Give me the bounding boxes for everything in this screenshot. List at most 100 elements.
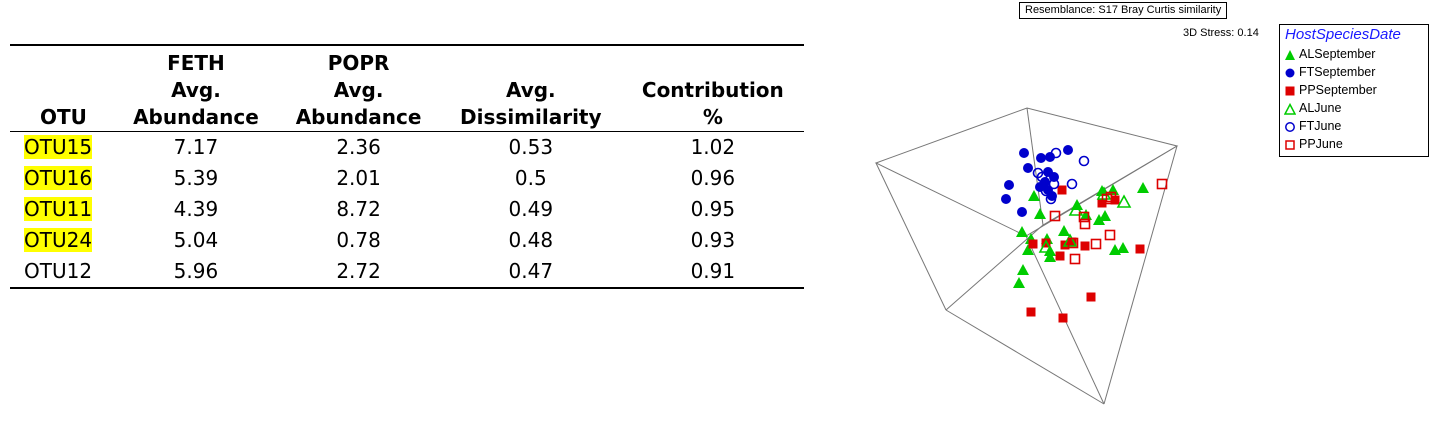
point-ftjune (1032, 167, 1044, 179)
feth-cell: 5.39 (173, 166, 219, 190)
point-alseptember (1137, 182, 1149, 193)
popr-cell: 8.72 (336, 197, 381, 221)
filled-square-icon (1285, 86, 1295, 96)
box-edge (875, 162, 947, 311)
point-alseptember (1028, 190, 1040, 201)
legend: HostSpeciesDate ALSeptember FTSeptember … (1279, 24, 1429, 157)
header-dissimilarity: Avg. Dissimilarity (439, 45, 622, 132)
point-alseptember (1099, 210, 1111, 221)
point-alseptember (1117, 242, 1129, 253)
point-ftseptember (1019, 148, 1029, 158)
point-ftjune (1078, 155, 1090, 167)
point-ppjune (1069, 253, 1081, 265)
point-ppjune (1156, 178, 1168, 190)
popr-cell: 2.36 (336, 135, 381, 159)
otu-label: OTU11 (24, 197, 93, 221)
point-ppjune (1067, 237, 1079, 249)
point-ppseptember (1080, 241, 1090, 251)
contribution-cell: 1.02 (690, 135, 736, 159)
open-triangle-icon (1283, 102, 1297, 115)
box-edge (1042, 145, 1178, 226)
otu-label: OTU24 (24, 228, 93, 252)
filled-triangle-icon (1285, 49, 1295, 60)
filled-circle-icon (1285, 68, 1295, 78)
point-ppseptember (1041, 238, 1051, 248)
otu-cell: OTU15 (10, 132, 115, 164)
popr-cell: 0.78 (336, 228, 381, 252)
point-ppjune (1049, 210, 1061, 222)
point-ftseptember (1017, 207, 1027, 217)
point-ftjune (1040, 185, 1052, 197)
point-ppjune (1079, 218, 1091, 230)
feth-cell: 4.39 (173, 197, 219, 221)
resemblance-label: Resemblance: S17 Bray Curtis similarity (1019, 2, 1228, 19)
point-ftseptember (1063, 145, 1073, 155)
point-alseptember (1093, 214, 1105, 225)
point-ftseptember (1023, 163, 1033, 173)
legend-item-ppjune: PPJune (1284, 135, 1343, 153)
dissimilarity-cell: 0.53 (508, 135, 554, 159)
point-ftseptember (1045, 152, 1055, 162)
point-ftjune (1066, 178, 1078, 190)
dissimilarity-cell: 0.5 (514, 166, 547, 190)
table-header-row: OTU FETH Avg. Abundance POPR Avg. Abunda… (10, 45, 804, 132)
point-ppseptember (1028, 239, 1038, 249)
point-ftjune (1048, 178, 1060, 190)
legend-item-aljune: ALJune (1283, 99, 1341, 117)
point-alseptember (1044, 251, 1056, 262)
point-alseptember (1013, 277, 1025, 288)
legend-item-alseptember: ALSeptember (1284, 45, 1375, 63)
point-ppseptember (1057, 185, 1067, 195)
table-row: OTU24 5.04 0.78 0.48 0.93 (10, 225, 804, 256)
otu-cell: OTU16 (10, 163, 115, 194)
point-aljune (1038, 239, 1054, 253)
feth-cell: 5.96 (173, 259, 219, 283)
open-square-icon (1285, 139, 1295, 150)
legend-item-ppseptember: PPSeptember (1284, 81, 1377, 99)
point-ftseptember (1040, 177, 1050, 187)
point-ppseptember (1058, 313, 1068, 323)
header-popr: POPR Avg. Abundance (277, 45, 440, 132)
otu-label: OTU16 (24, 166, 93, 190)
point-ftjune (1050, 147, 1062, 159)
plot-markers (1001, 145, 1168, 323)
point-ppjune (1078, 211, 1090, 223)
point-ppseptember (1055, 251, 1065, 261)
point-aljune (1068, 202, 1084, 216)
mds-3d-plot (874, 107, 1179, 405)
point-alseptember (1058, 225, 1070, 236)
header-feth: FETH Avg. Abundance (114, 45, 278, 132)
point-alseptember (1034, 208, 1046, 219)
point-alseptember (1044, 245, 1056, 256)
stress-label: 3D Stress: 0.14 (1183, 27, 1259, 39)
table-row: OTU16 5.39 2.01 0.5 0.96 (10, 163, 804, 194)
point-ftseptember (1001, 194, 1011, 204)
dissimilarity-cell: 0.47 (508, 259, 554, 283)
header-contribution: Contribution % (621, 45, 804, 132)
point-ppseptember (1067, 237, 1077, 247)
box-edge (1026, 107, 1044, 226)
legend-item-ftseptember: FTSeptember (1284, 63, 1375, 81)
otu-label: OTU12 (24, 259, 93, 283)
box-edge (945, 309, 1105, 405)
dissimilarity-cell: 0.49 (508, 197, 554, 221)
feth-cell: 5.04 (173, 228, 219, 252)
point-alseptember (1109, 244, 1121, 255)
box-edge (945, 224, 1044, 311)
point-alseptember (1017, 264, 1029, 275)
point-ftseptember (1036, 153, 1046, 163)
open-circle-icon (1285, 121, 1295, 132)
point-alseptember (1022, 244, 1034, 255)
otu-label: OTU15 (24, 135, 93, 159)
point-ppseptember (1086, 292, 1096, 302)
popr-cell: 2.72 (336, 259, 381, 283)
legend-item-ftjune: FTJune (1284, 117, 1341, 135)
table-row: OTU11 4.39 8.72 0.49 0.95 (10, 194, 804, 225)
point-ppjune (1104, 229, 1116, 241)
table-row: OTU12 5.96 2.72 0.47 0.91 (10, 256, 804, 288)
otu-cell: OTU24 (10, 225, 115, 256)
contribution-cell: 0.96 (690, 166, 736, 190)
point-ppseptember (1135, 244, 1145, 254)
otu-cell: OTU12 (10, 256, 115, 288)
contribution-cell: 0.93 (690, 228, 736, 252)
